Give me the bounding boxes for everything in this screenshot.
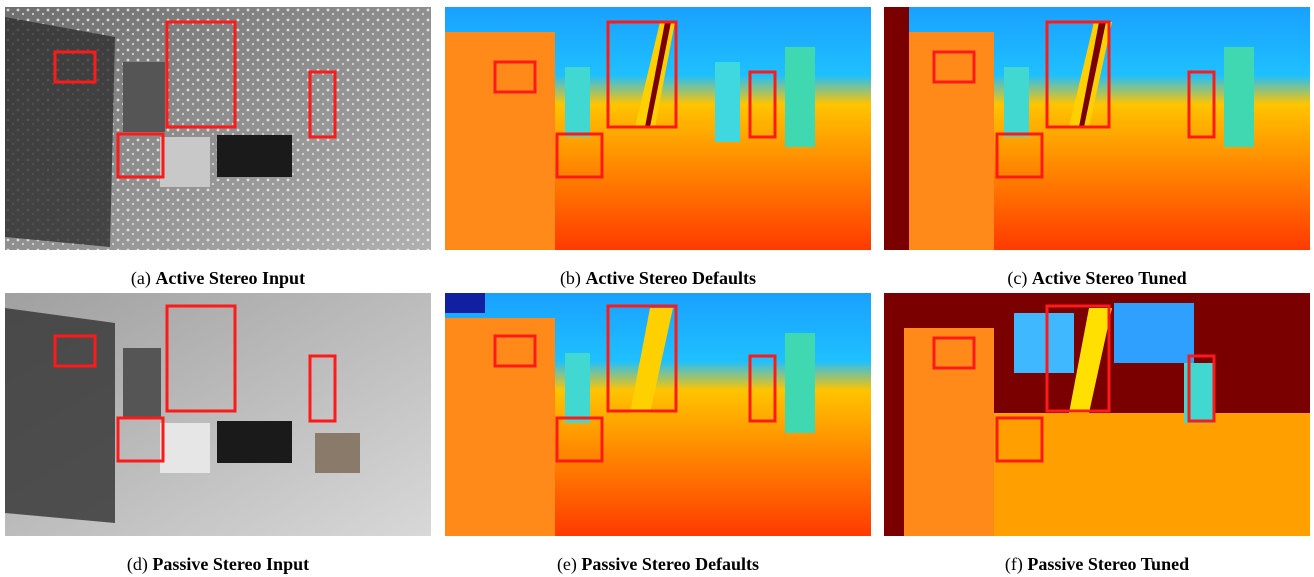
caption-f: (f) Passive Stereo Tuned bbox=[1004, 554, 1190, 574]
highlight-box bbox=[165, 304, 237, 413]
highlight-box bbox=[493, 60, 537, 94]
highlight-box bbox=[53, 50, 97, 84]
highlight-box bbox=[995, 416, 1044, 463]
highlight-box bbox=[1187, 354, 1216, 423]
caption-b: (b) Active Stereo Defaults bbox=[559, 268, 757, 288]
highlight-box bbox=[1187, 70, 1216, 139]
highlight-box bbox=[932, 336, 976, 370]
caption-c: (c) Active Stereo Tuned bbox=[1007, 268, 1187, 288]
highlight-box bbox=[995, 132, 1044, 179]
caption-e: (e) Passive Stereo Defaults bbox=[556, 554, 760, 574]
highlight-box bbox=[555, 132, 604, 179]
highlight-box bbox=[555, 416, 604, 463]
highlight-box bbox=[932, 50, 976, 84]
highlight-box bbox=[748, 70, 777, 139]
highlight-box bbox=[606, 304, 678, 413]
caption-d: (d) Passive Stereo Input bbox=[126, 554, 310, 574]
highlight-box bbox=[53, 334, 97, 368]
panel-d-image bbox=[5, 293, 431, 536]
panel-e-image bbox=[445, 293, 871, 536]
highlight-box bbox=[493, 334, 537, 368]
panel-c-image bbox=[884, 7, 1310, 250]
panel-f-image bbox=[884, 293, 1310, 536]
panel-b-image bbox=[445, 7, 871, 250]
highlight-box bbox=[748, 354, 777, 423]
highlight-box bbox=[165, 20, 237, 129]
highlight-box bbox=[116, 416, 165, 463]
highlight-box bbox=[116, 132, 165, 179]
highlight-box bbox=[308, 70, 337, 139]
highlight-box bbox=[308, 354, 337, 423]
caption-a: (a) Active Stereo Input bbox=[130, 268, 306, 288]
panel-a-image bbox=[5, 7, 431, 250]
highlight-box bbox=[1045, 20, 1111, 129]
highlight-box bbox=[1045, 304, 1111, 413]
highlight-box bbox=[606, 20, 678, 129]
